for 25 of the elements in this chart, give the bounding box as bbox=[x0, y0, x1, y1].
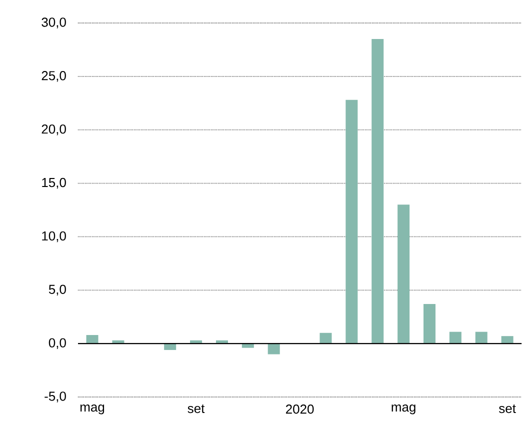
x-tick-label: mag bbox=[80, 404, 104, 414]
x-tick-label: set bbox=[499, 404, 516, 414]
bar bbox=[423, 304, 436, 344]
y-tick-label: -5,0 bbox=[44, 392, 66, 402]
bar bbox=[346, 100, 358, 344]
y-tick-label: 10,0 bbox=[42, 231, 66, 242]
bar bbox=[86, 335, 98, 344]
bar bbox=[242, 344, 254, 348]
bar bbox=[320, 332, 332, 344]
y-tick-label: 25,0 bbox=[42, 71, 66, 82]
bar bbox=[398, 204, 410, 344]
bar bbox=[475, 332, 488, 344]
x-tick-label: set bbox=[188, 404, 205, 414]
x-tick-label: 2020 bbox=[286, 404, 314, 414]
y-tick-label: 5,0 bbox=[48, 284, 66, 296]
x-tick-label: mag bbox=[392, 404, 416, 414]
y-tick-label: 0,0 bbox=[48, 338, 66, 349]
bar bbox=[164, 344, 176, 350]
y-tick-label: 30,0 bbox=[42, 18, 66, 28]
y-tick-label: 15,0 bbox=[42, 178, 66, 189]
bar bbox=[449, 332, 462, 344]
bar bbox=[372, 39, 384, 344]
bar bbox=[501, 336, 514, 344]
y-tick-label: 20,0 bbox=[42, 124, 66, 136]
bar bbox=[268, 344, 280, 354]
